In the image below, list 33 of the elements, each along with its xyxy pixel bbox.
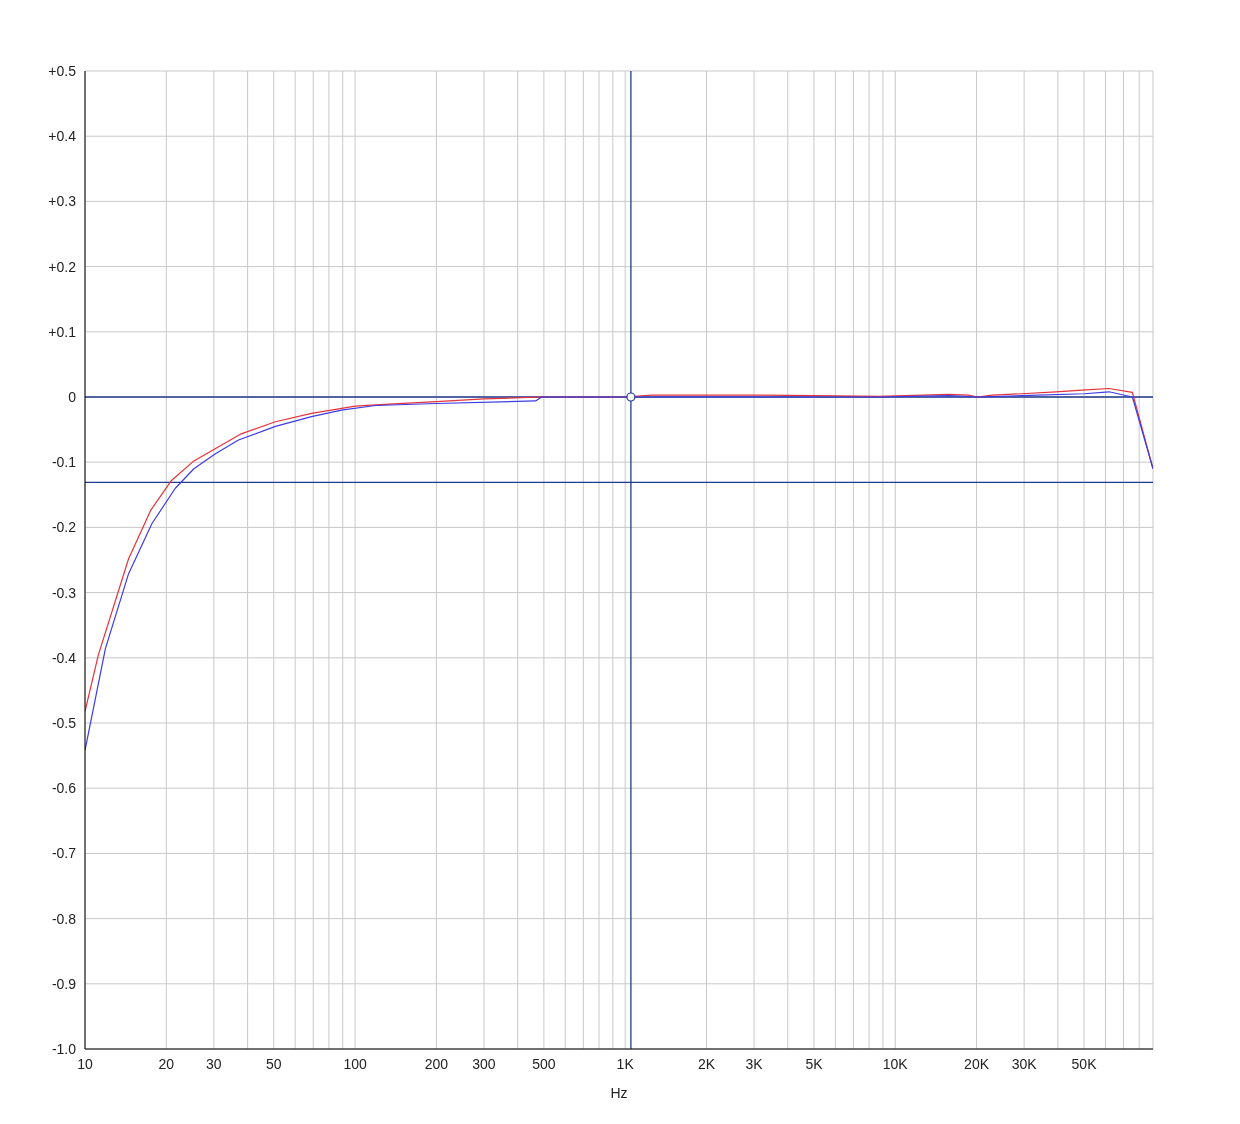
y-tick-label: -0.3 [51, 584, 77, 601]
x-tick-label: 3K [745, 1055, 764, 1072]
x-tick-label: 30K [1011, 1055, 1038, 1072]
y-tick-label: +0.2 [48, 258, 77, 275]
x-tick-label: 300 [472, 1055, 496, 1072]
x-tick-label: 50 [266, 1055, 282, 1072]
y-tick-label: -0.6 [51, 780, 77, 797]
y-tick-label: -0.9 [51, 975, 77, 992]
y-tick-label: +0.5 [48, 62, 77, 79]
x-tick-label: 100 [343, 1055, 367, 1072]
x-tick-label: 50K [1071, 1055, 1098, 1072]
x-tick-label: 30 [206, 1055, 222, 1072]
x-tick-label: 10K [882, 1055, 909, 1072]
y-tick-label: +0.3 [48, 193, 77, 210]
y-tick-label: +0.1 [48, 323, 77, 340]
x-tick-label: 2K [697, 1055, 716, 1072]
y-tick-label: -0.2 [51, 519, 77, 536]
y-tick-label: -0.5 [51, 714, 77, 731]
y-tick-label: -0.4 [51, 649, 77, 666]
x-tick-label: 5K [805, 1055, 824, 1072]
y-tick-label: -0.7 [51, 845, 77, 862]
y-tick-label: +0.4 [48, 128, 77, 145]
x-tick-label: 10 [77, 1055, 93, 1072]
y-tick-label: -0.1 [51, 454, 77, 471]
x-tick-label: 500 [532, 1055, 556, 1072]
x-tick-label: 200 [424, 1055, 449, 1072]
x-axis-title: Hz [610, 1085, 628, 1101]
y-tick-label: -0.8 [51, 910, 77, 927]
x-tick-label: 20K [964, 1055, 990, 1072]
x-tick-label: 1K [616, 1055, 635, 1072]
y-tick-label: 0 [68, 388, 77, 405]
x-tick-label: 20 [158, 1055, 175, 1072]
y-tick-label: -1.0 [51, 1040, 77, 1057]
